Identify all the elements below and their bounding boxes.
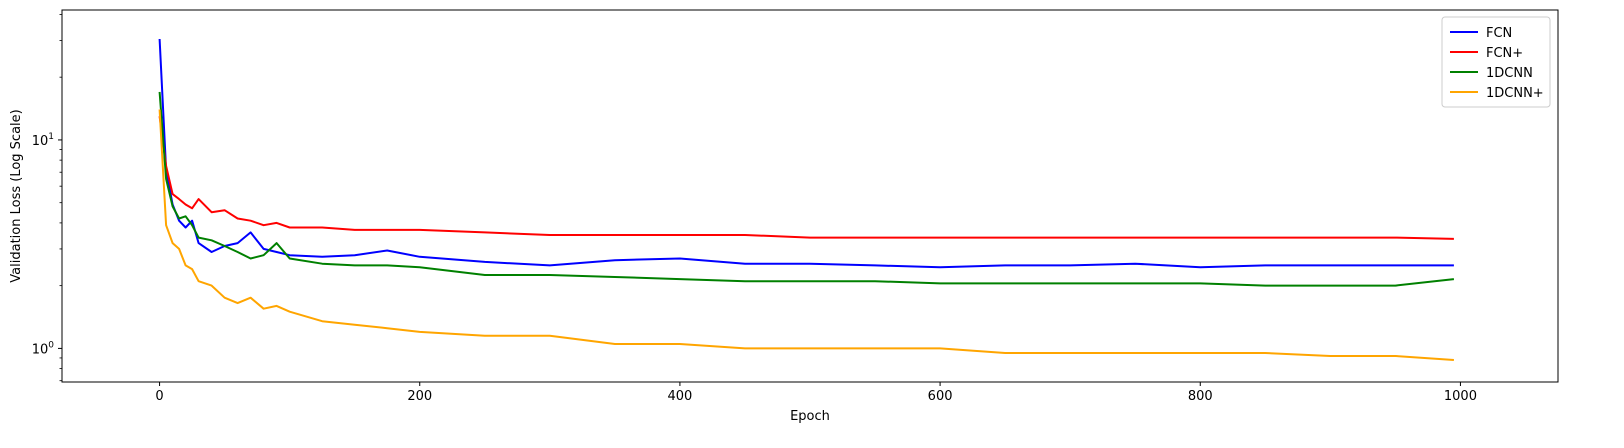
x-tick-label: 200 <box>407 389 432 404</box>
plot-frame <box>61 9 1559 383</box>
x-axis: 0 200 400 600 800 1000 <box>155 382 1477 404</box>
series-line-1dcnn-plus <box>158 109 1454 361</box>
legend: FCN FCN+ 1DCNN 1DCNN+ <box>1441 16 1551 108</box>
y-axis: 100 101 <box>32 14 62 382</box>
series-line-1dcnn <box>158 91 1455 287</box>
series-line-fcn-plus <box>158 116 1454 240</box>
y-tick-label: 100 <box>32 340 55 357</box>
legend-label: 1DCNN <box>1486 66 1533 81</box>
x-tick-label: 800 <box>1188 389 1213 404</box>
y-axis-label: Validation Loss (Log Scale) <box>9 109 24 282</box>
series-layer <box>158 38 1455 361</box>
x-tick-label: 1000 <box>1444 389 1477 404</box>
x-tick-label: 600 <box>928 389 953 404</box>
legend-label: FCN <box>1486 26 1512 41</box>
x-axis-label: Epoch <box>790 409 830 424</box>
x-tick-label: 0 <box>155 389 163 404</box>
legend-box <box>1441 16 1551 108</box>
x-tick-label: 400 <box>667 389 692 404</box>
legend-label: 1DCNN+ <box>1486 86 1544 101</box>
legend-label: FCN+ <box>1486 46 1523 61</box>
y-tick-label: 101 <box>32 132 54 149</box>
